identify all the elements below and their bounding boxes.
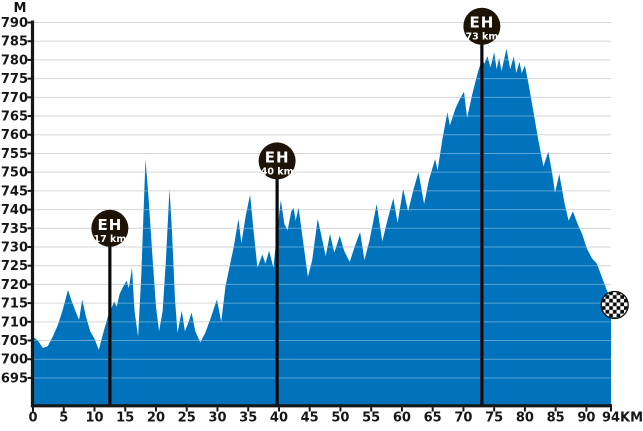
y-tick-label: 695 [1,371,28,386]
y-tick-label: 700 [1,353,28,368]
eh-marker-label: EH [265,148,290,166]
x-axis-unit-label: KM [620,411,643,426]
eh-marker-label: EH [469,14,494,32]
eh-marker-circle [463,7,501,45]
x-tick-label: 45 [301,411,319,426]
x-tick-label: 40 [270,411,288,426]
eh-marker-km-label: 73 km [465,32,498,43]
x-tick-label: 70 [454,411,472,426]
x-tick-label: 65 [424,411,442,426]
x-tick-label: 15 [116,411,134,426]
x-tick-label: 94 [602,411,620,426]
x-tick-label: 50 [331,411,349,426]
x-tick-label: 55 [362,411,380,426]
x-tick-label: 30 [208,411,226,426]
eh-marker-km-label: 40 km [261,166,294,177]
y-tick-label: 705 [1,334,28,349]
y-tick-label: 720 [1,278,28,293]
x-tick-label: 0 [28,411,37,426]
y-tick-label: 790 [1,16,28,31]
y-tick-label: 745 [1,184,28,199]
x-tick-label: 90 [577,411,595,426]
y-tick-label: 765 [1,110,28,125]
x-axis-group: 0 5 10 15 20 25 30 35 40 45 50 55 60 65 70 75 80 85 90 94 KM [28,407,643,426]
x-tick-label: 60 [393,411,411,426]
y-tick-label: 750 [1,166,28,181]
x-tick-label: 25 [178,411,196,426]
eh-marker-label: EH [97,216,122,234]
y-tick-label: 735 [1,222,28,237]
x-tick-label: 5 [59,411,68,426]
finish-checkered-dot [600,290,629,320]
y-axis-unit-label: M [14,1,27,16]
y-tick-label: 715 [1,297,28,312]
y-tick-label: 755 [1,147,28,162]
elevation-area [33,48,611,406]
y-tick-label: 760 [1,128,28,143]
x-tick-label: 20 [147,411,165,426]
x-tick-label: 35 [239,411,257,426]
eh-marker-circle [91,209,129,247]
y-tick-label: 710 [1,315,28,330]
y-tick-label: 770 [1,91,28,106]
y-tick-label: 785 [1,35,28,50]
y-tick-label: 780 [1,53,28,68]
x-tick-label: 80 [516,411,534,426]
y-axis-group: 695 700 705 710 715 720 725 730 735 740 745 750 755 7… [1,1,31,386]
y-tick-label: 775 [1,72,28,87]
eh-marker-km-label: 17 km [93,234,126,245]
y-tick-label: 725 [1,259,28,274]
eh-marker-circle [258,142,296,180]
x-tick-label: 75 [485,411,503,426]
x-tick-label: 85 [547,411,565,426]
y-tick-label: 730 [1,240,28,255]
x-tick-label: 10 [85,411,103,426]
y-tick-label: 740 [1,203,28,218]
